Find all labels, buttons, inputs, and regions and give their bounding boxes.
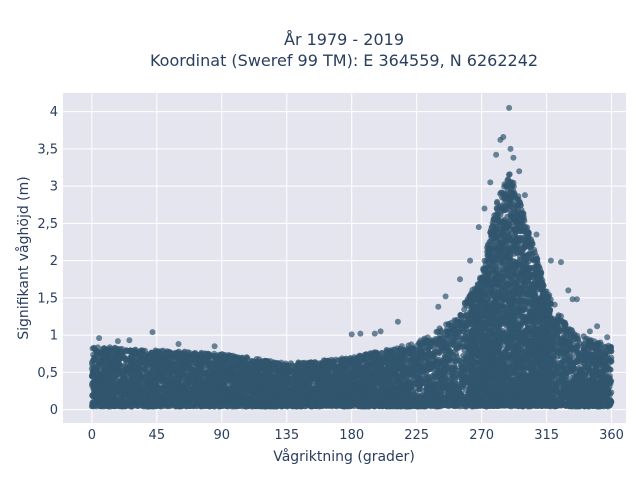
data-point [122,356,129,363]
data-point [580,333,587,340]
chart-title-line2: Koordinat (Sweref 99 TM): E 364559, N 62… [150,51,538,70]
chart-title-line1: År 1979 - 2019 [284,30,404,49]
scatter-points [88,104,615,410]
